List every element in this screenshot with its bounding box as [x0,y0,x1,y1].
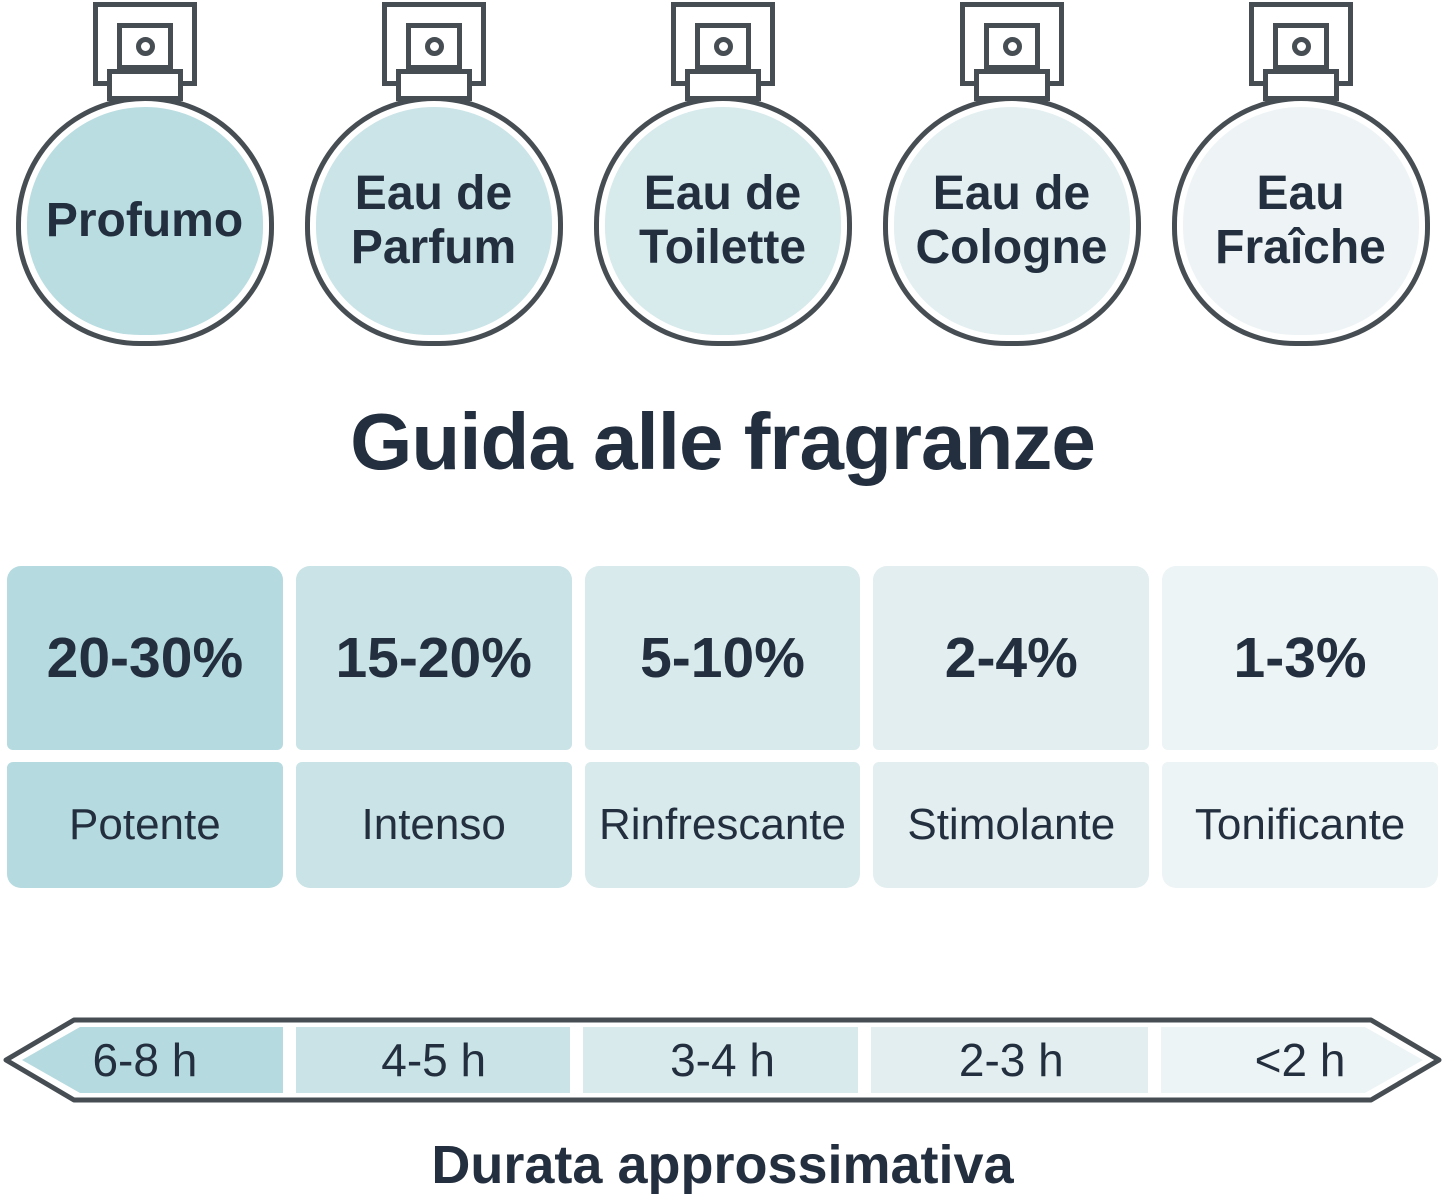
bottle-body [304,96,563,346]
bottle-body [882,96,1141,346]
bottle-label: Eau Fraîche [1215,167,1386,274]
bottle-liquid [604,107,841,335]
nozzle-hole-icon [135,37,155,56]
duration-arrow: 6-8 h 4-5 h 3-4 h 2-3 h <2 h [0,1012,1445,1108]
descriptor-cell: Tonificante [1162,762,1438,888]
bottle-liquid [26,107,263,335]
descriptor-row: Potente Intenso Rinfrescante Stimolante … [0,762,1445,888]
duration-segment: 6-8 h [92,1034,198,1086]
concentration-cell: 2-4% [873,566,1150,750]
bottle-body [593,96,852,346]
bottle-liquid [315,107,552,335]
bottle-slot: Eau de Cologne [867,0,1156,350]
duration-labels: 6-8 h 4-5 h 3-4 h 2-3 h <2 h [0,1012,1445,1108]
descriptor-cell: Intenso [295,762,572,888]
perfume-bottle-icon: Eau de Parfum [303,2,565,350]
concentration-cell: 15-20% [295,566,572,750]
descriptor-cell: Potente [7,762,283,888]
perfume-bottle-icon: Eau de Toilette [592,2,854,350]
bottle-label: Eau de Parfum [350,167,517,274]
duration-segment: 3-4 h [670,1034,775,1086]
concentration-cell: 5-10% [584,566,861,750]
nozzle-hole-icon [424,37,444,56]
spray-nozzle-icon [983,23,1040,70]
concentration-cell: 1-3% [1162,566,1438,750]
bottle-body [15,96,274,346]
bottle-label: Eau de Cologne [915,167,1108,274]
spray-nozzle-icon [1272,23,1329,70]
perfume-bottle-icon: Eau Fraîche [1170,2,1432,350]
bottle-liquid [1182,107,1419,335]
bottle-slot: Eau Fraîche [1156,0,1445,350]
descriptor-cell: Rinfrescante [584,762,861,888]
duration-segment: 4-5 h [381,1034,487,1086]
bottle-liquid [893,107,1130,335]
descriptor-cell: Stimolante [873,762,1150,888]
nozzle-hole-icon [1002,37,1022,56]
duration-segment: <2 h [1254,1034,1346,1086]
bottle-label: Profumo [45,194,244,248]
bottle-body [1171,96,1430,346]
spray-nozzle-icon [694,23,751,70]
duration-caption: Durata approssimativa [431,1135,1014,1195]
page-title: Guida alle fragranze [350,397,1096,486]
perfume-bottle-icon: Profumo [14,2,276,350]
bottle-slot: Eau de Parfum [289,0,578,350]
spray-nozzle-icon [116,23,173,70]
nozzle-hole-icon [1291,37,1311,56]
perfume-bottle-icon: Eau de Cologne [881,2,1143,350]
bottle-label: Eau de Toilette [638,167,807,274]
duration-arrow-shape [3,1017,1442,1103]
bottle-slot: Profumo [0,0,289,350]
duration-segment: 2-3 h [958,1034,1064,1086]
nozzle-hole-icon [713,37,733,56]
spray-nozzle-icon [405,23,462,70]
bottle-slot: Eau de Toilette [578,0,867,350]
concentration-cell: 20-30% [7,566,283,750]
concentration-row: 20-30% 15-20% 5-10% 2-4% 1-3% [0,566,1445,750]
bottles-row: Profumo Eau de Parfum Eau de Toilette Ea… [0,0,1445,350]
